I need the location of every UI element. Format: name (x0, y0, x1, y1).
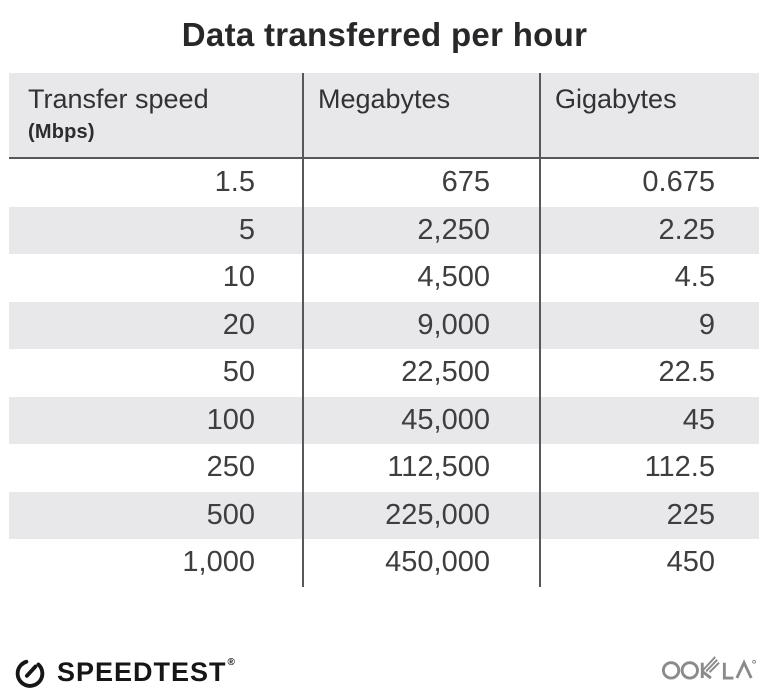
speedtest-gauge-icon (13, 655, 47, 689)
table-header-row: Transfer speed (Mbps) Megabytes Gigabyte… (9, 73, 759, 159)
table-row: 10 4,500 4.5 (9, 254, 759, 302)
table-row: 20 9,000 9 (9, 301, 759, 349)
speedtest-logo: SPEEDTEST ® (13, 654, 236, 690)
table-row: 1.5 675 0.675 (9, 159, 759, 207)
table-row: 250 112,500 112.5 (9, 444, 759, 492)
page-title: Data transferred per hour (181, 16, 588, 53)
table-row: 50 22,500 22.5 (9, 349, 759, 397)
cell-speed: 20 (222, 308, 255, 341)
speedtest-label: SPEEDTEST (57, 657, 227, 687)
column-header-label: Transfer speed (28, 84, 209, 114)
cell-megabytes: 45,000 (302, 396, 539, 444)
cell-gigabytes: 45 (539, 396, 759, 444)
cell-speed: 250 (206, 451, 255, 483)
cell-speed: 1,000 (182, 546, 255, 578)
cell-gigabytes: 112.5 (539, 444, 759, 492)
cell-gigabytes: 9 (539, 301, 759, 349)
cell-megabytes: 112,500 (302, 444, 539, 492)
speedtest-wordmark: SPEEDTEST ® (57, 657, 236, 687)
cell-speed: 100 (206, 403, 255, 436)
cell-gigabytes: 2.25 (539, 206, 759, 254)
cell-gigabytes: 225 (539, 491, 759, 539)
table-row: 500 225,000 225 (9, 491, 759, 539)
column-header-unit: (Mbps) (28, 121, 95, 143)
cell-gigabytes: 4.5 (539, 254, 759, 302)
table-row: 5 2,250 2.25 (9, 206, 759, 254)
cell-speed: 5 (238, 213, 255, 246)
cell-gigabytes: 450 (539, 539, 759, 587)
cell-speed: 1.5 (214, 166, 255, 198)
cell-megabytes: 450,000 (302, 539, 539, 587)
cell-megabytes: 22,500 (302, 349, 539, 397)
cell-megabytes: 225,000 (302, 491, 539, 539)
cell-speed: 10 (222, 261, 255, 293)
cell-gigabytes: 22.5 (539, 349, 759, 397)
registered-trademark-icon: ® (227, 657, 236, 668)
column-header-megabytes: Megabytes (302, 73, 539, 157)
cell-megabytes: 2,250 (302, 206, 539, 254)
ookla-logo (661, 652, 757, 688)
cell-speed: 50 (222, 356, 255, 388)
column-header-transfer-speed: Transfer speed (Mbps) (9, 73, 302, 157)
data-table: Transfer speed (Mbps) Megabytes Gigabyte… (9, 73, 759, 587)
cell-megabytes: 4,500 (302, 254, 539, 302)
table-row: 100 45,000 45 (9, 396, 759, 444)
column-header-gigabytes: Gigabytes (539, 73, 759, 157)
cell-megabytes: 675 (302, 159, 539, 207)
table-row: 1,000 450,000 450 (9, 539, 759, 587)
cell-speed: 500 (206, 498, 255, 531)
cell-megabytes: 9,000 (302, 301, 539, 349)
cell-gigabytes: 0.675 (539, 159, 759, 207)
